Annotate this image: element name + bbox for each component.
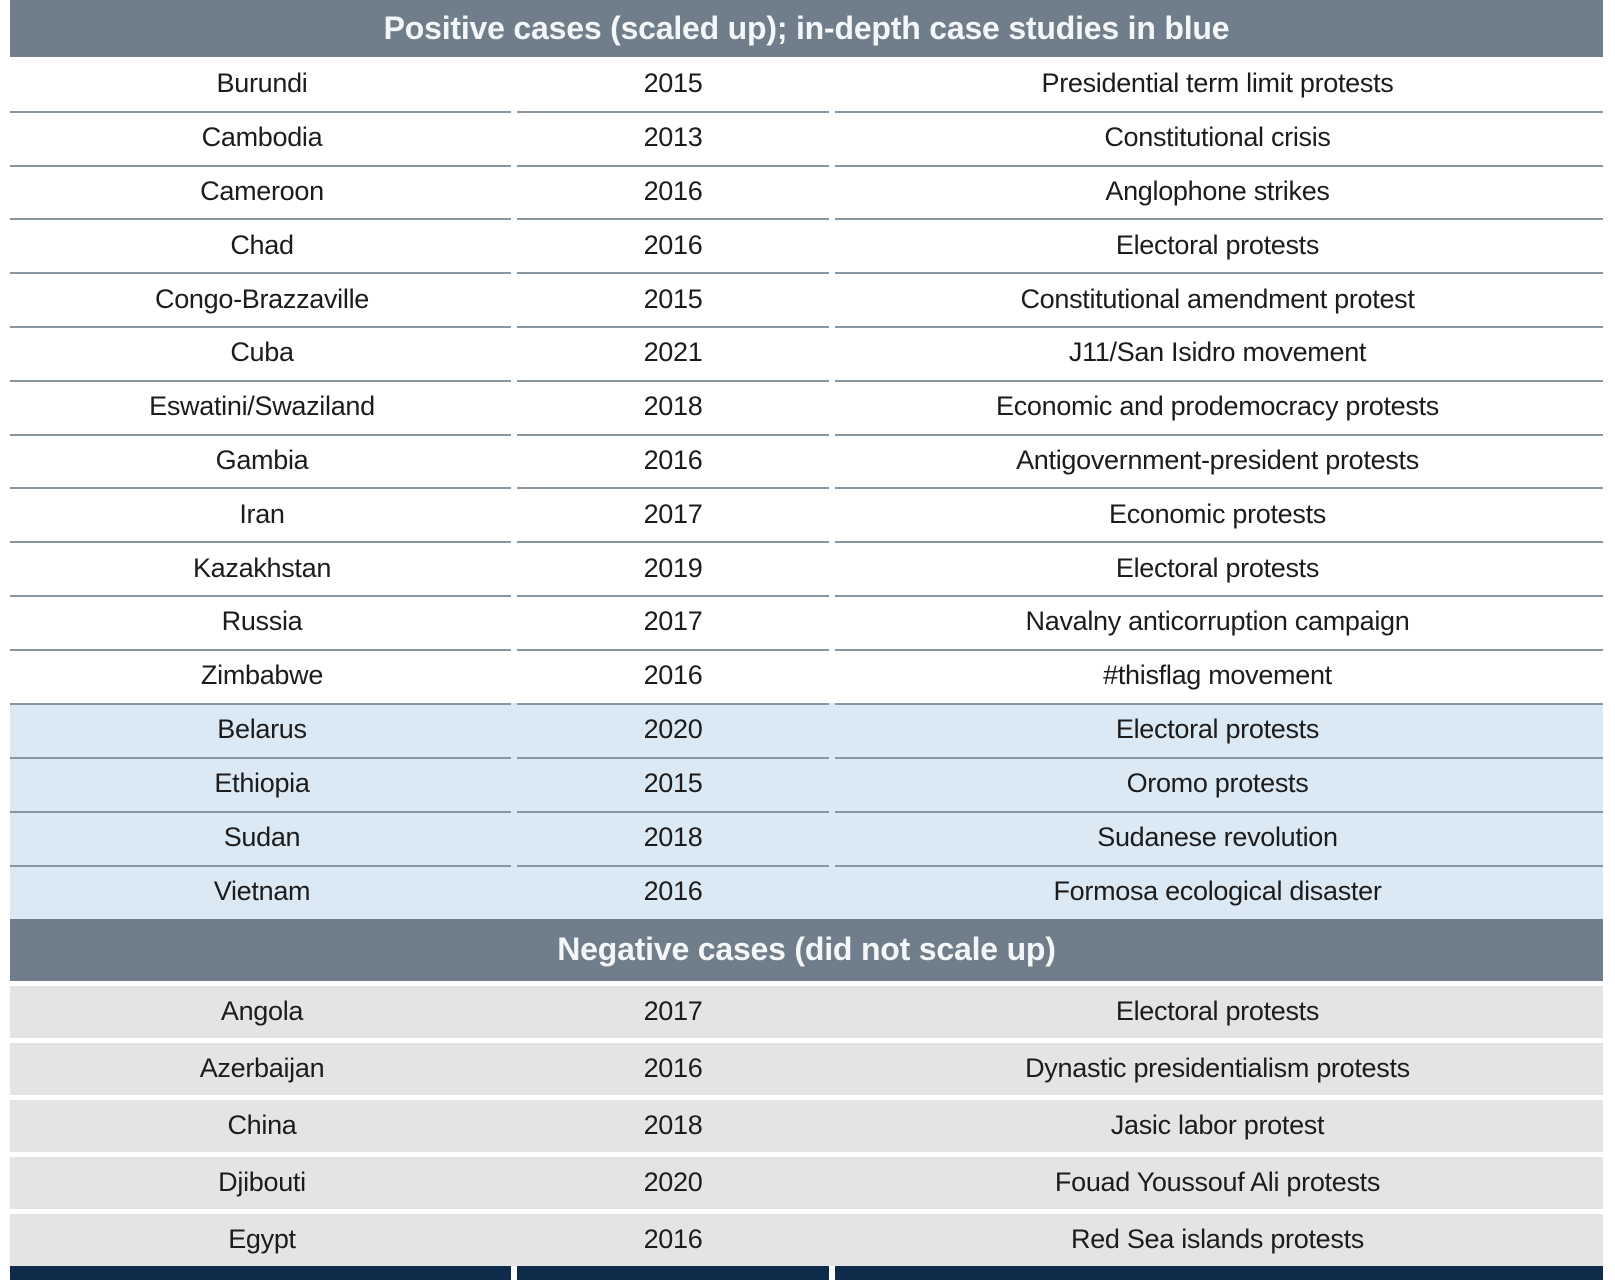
- positive-cases-section-title: Positive cases (scaled up); in-depth cas…: [383, 10, 1230, 46]
- year-cell: 2020: [643, 1167, 703, 1198]
- table-row: Belarus 2020 Electoral protests: [10, 702, 1603, 757]
- positive-cases-rows: Burundi 2015 Presidential term limit prote…: [10, 57, 1603, 919]
- country-cell: Chad: [230, 229, 294, 260]
- event-cell: Electoral protests: [1115, 714, 1320, 745]
- table-bottom-rule: [10, 1265, 1603, 1280]
- table-row: Congo-Brazzaville 2015 Constitutional amen…: [10, 272, 1603, 326]
- country-cell: Cambodia: [201, 122, 323, 153]
- event-cell: Economic protests: [1109, 498, 1326, 529]
- event-cell: Red Sea islands protests: [1071, 1224, 1364, 1255]
- event-cell: Antigovernment-president protests: [1016, 444, 1419, 475]
- negative-cases-section-header: Negative cases (did not scale up): [10, 918, 1603, 981]
- year-cell: 2021: [643, 337, 703, 368]
- positive-cases-section-header: Positive cases (scaled up); in-depth cas…: [10, 0, 1603, 57]
- country-cell: Zimbabwe: [200, 660, 324, 691]
- table-row: Vietnam 2016 Formosa ecological disaster: [10, 864, 1603, 919]
- negative-cases-section-title: Negative cases (did not scale up): [557, 931, 1056, 968]
- country-cell: Belarus: [217, 714, 307, 745]
- country-cell: Cameroon: [200, 175, 324, 206]
- table-row: Sudan 2018 Sudanese revolution: [10, 810, 1603, 865]
- country-cell: Egypt: [228, 1224, 296, 1255]
- year-cell: 2016: [643, 876, 703, 907]
- country-cell: Russia: [221, 606, 303, 637]
- table-row: Kazakhstan 2019 Electoral protests: [10, 541, 1603, 595]
- year-cell: 2013: [643, 122, 703, 153]
- event-cell: Oromo protests: [1126, 768, 1309, 799]
- table-row: Cameroon 2016 Anglophone strikes: [10, 164, 1603, 219]
- country-cell: Djibouti: [218, 1167, 306, 1198]
- table-row: China 2018 Jasic labor protest: [10, 1099, 1603, 1152]
- country-cell: Angola: [220, 996, 304, 1027]
- year-cell: 2018: [643, 822, 703, 853]
- table-row: Zimbabwe 2016 #thisflag movement: [10, 648, 1603, 703]
- year-cell: 2018: [643, 1110, 703, 1141]
- year-cell: 2016: [643, 229, 703, 260]
- event-cell: Jasic labor protest: [1110, 1110, 1325, 1141]
- country-cell: Azerbaijan: [199, 1053, 325, 1084]
- event-cell: Presidential term limit protests: [1041, 68, 1394, 99]
- country-cell: China: [227, 1110, 297, 1141]
- year-cell: 2016: [643, 444, 703, 475]
- country-cell: Congo-Brazzaville: [155, 283, 369, 314]
- event-cell: Anglophone strikes: [1105, 175, 1330, 206]
- country-cell: Eswatini/Swaziland: [149, 391, 375, 422]
- year-cell: 2017: [643, 996, 703, 1027]
- table-row: Cambodia 2013 Constitutional crisis: [10, 110, 1603, 165]
- event-cell: J11/San Isidro movement: [1068, 337, 1367, 368]
- table-row: Angola 2017 Electoral protests: [10, 985, 1603, 1038]
- country-cell: Cuba: [230, 337, 294, 368]
- country-cell: Gambia: [215, 444, 309, 475]
- year-cell: 2015: [643, 768, 703, 799]
- event-cell: Dynastic presidentialism protests: [1025, 1053, 1410, 1084]
- table-row: Gambia 2016 Antigovernment-president prote…: [10, 433, 1603, 488]
- year-cell: 2018: [643, 391, 703, 422]
- year-cell: 2015: [643, 68, 703, 99]
- table-row: Burundi 2015 Presidential term limit prote…: [10, 57, 1603, 111]
- event-cell: Constitutional amendment protest: [1020, 283, 1415, 314]
- year-cell: 2016: [643, 1053, 703, 1084]
- year-cell: 2015: [643, 283, 703, 314]
- country-cell: Ethiopia: [214, 768, 310, 799]
- year-cell: 2020: [643, 714, 703, 745]
- year-cell: 2016: [643, 1224, 703, 1255]
- table-row: Iran 2017 Economic protests: [10, 487, 1603, 542]
- table-row: Ethiopia 2015 Oromo protests: [10, 756, 1603, 811]
- table-row: Egypt 2016 Red Sea islands protests: [10, 1213, 1603, 1266]
- event-cell: Electoral protests: [1115, 996, 1320, 1027]
- table-row: Eswatini/Swaziland 2018 Economic and prode…: [10, 379, 1603, 434]
- table-row: Azerbaijan 2016 Dynastic presidentialism p…: [10, 1042, 1603, 1095]
- table-row: Russia 2017 Navalny anticorruption campaig…: [10, 594, 1603, 649]
- year-cell: 2017: [643, 606, 703, 637]
- year-cell: 2019: [643, 552, 703, 583]
- event-cell: Formosa ecological disaster: [1053, 876, 1382, 907]
- event-cell: Electoral protests: [1115, 552, 1320, 583]
- year-cell: 2016: [643, 175, 703, 206]
- negative-cases-rows: Angola 2017 Electoral protests Azerbaijan 20…: [10, 985, 1603, 1266]
- table-row: Cuba 2021 J11/San Isidro movement: [10, 325, 1603, 380]
- country-cell: Burundi: [216, 68, 308, 99]
- event-cell: Sudanese revolution: [1097, 822, 1338, 853]
- table-row: Chad 2016 Electoral protests: [10, 218, 1603, 273]
- country-cell: Sudan: [223, 822, 301, 853]
- event-cell: Electoral protests: [1115, 229, 1320, 260]
- year-cell: 2016: [643, 660, 703, 691]
- case-study-table: Positive cases (scaled up); in-depth cas…: [10, 0, 1603, 1280]
- event-cell: Economic and prodemocracy protests: [995, 391, 1439, 422]
- year-cell: 2017: [643, 498, 703, 529]
- event-cell: Constitutional crisis: [1104, 122, 1331, 153]
- event-cell: #thisflag movement: [1103, 660, 1332, 691]
- country-cell: Vietnam: [213, 876, 311, 907]
- country-cell: Iran: [239, 498, 285, 529]
- table-row: Djibouti 2020 Fouad Youssouf Ali protests: [10, 1156, 1603, 1209]
- country-cell: Kazakhstan: [192, 552, 332, 583]
- event-cell: Fouad Youssouf Ali protests: [1054, 1167, 1381, 1198]
- event-cell: Navalny anticorruption campaign: [1025, 606, 1410, 637]
